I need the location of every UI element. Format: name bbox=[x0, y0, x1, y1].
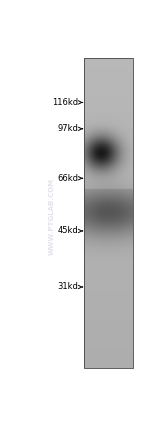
Text: 45kd: 45kd bbox=[58, 226, 79, 235]
Text: 66kd: 66kd bbox=[58, 174, 79, 183]
Text: 31kd: 31kd bbox=[58, 282, 79, 291]
Text: 97kd: 97kd bbox=[58, 124, 79, 133]
Text: 116kd: 116kd bbox=[52, 98, 79, 107]
Text: WWW.PTGLAB.COM: WWW.PTGLAB.COM bbox=[48, 178, 54, 255]
Bar bbox=[84, 58, 133, 368]
